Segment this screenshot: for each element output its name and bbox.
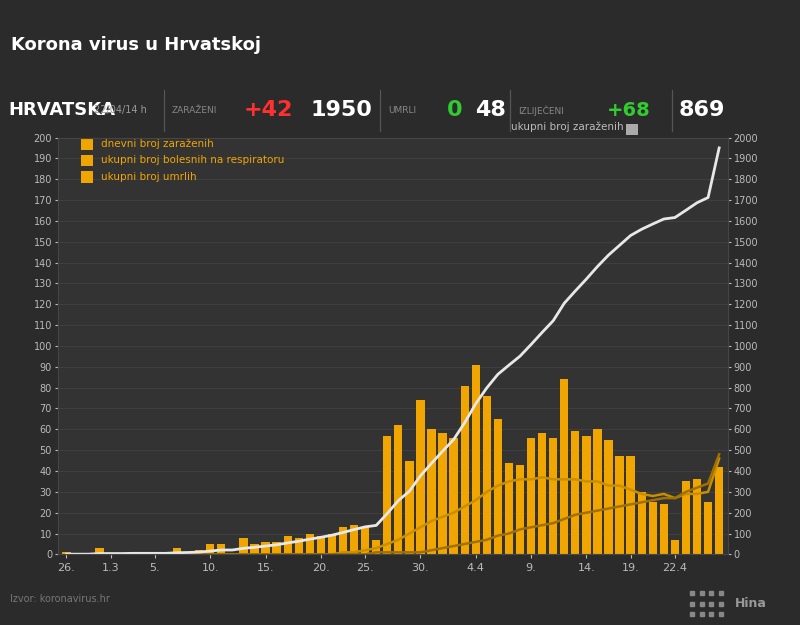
- Bar: [505, 462, 513, 554]
- Bar: [129, 552, 137, 554]
- Bar: [549, 438, 558, 554]
- Bar: [350, 525, 358, 554]
- Bar: [482, 396, 491, 554]
- Text: ukupni broj zaraženih: ukupni broj zaraženih: [511, 122, 624, 132]
- Bar: [294, 538, 303, 554]
- Bar: [372, 540, 380, 554]
- Bar: [527, 438, 535, 554]
- Bar: [262, 542, 270, 554]
- Text: 48: 48: [475, 100, 506, 120]
- Text: ukupni broj bolesnih na respiratoru: ukupni broj bolesnih na respiratoru: [101, 156, 285, 166]
- Bar: [62, 552, 70, 554]
- Bar: [81, 154, 93, 166]
- Bar: [339, 528, 347, 554]
- Bar: [450, 438, 458, 554]
- Bar: [306, 534, 314, 554]
- Bar: [383, 436, 391, 554]
- Bar: [638, 492, 646, 554]
- Text: 22/04/14 h: 22/04/14 h: [94, 105, 147, 115]
- Text: HRVATSKA: HRVATSKA: [9, 101, 116, 119]
- Bar: [715, 467, 723, 554]
- Bar: [217, 544, 226, 554]
- Text: 869: 869: [678, 100, 725, 120]
- Bar: [494, 419, 502, 554]
- Bar: [704, 503, 712, 554]
- Text: +68: +68: [606, 101, 650, 120]
- Bar: [461, 386, 469, 554]
- Text: 1950: 1950: [310, 100, 372, 120]
- Bar: [538, 434, 546, 554]
- Bar: [81, 171, 93, 183]
- Bar: [317, 536, 325, 554]
- Bar: [250, 544, 258, 554]
- Text: +42: +42: [244, 100, 294, 120]
- Bar: [273, 542, 281, 554]
- Bar: [615, 456, 624, 554]
- Bar: [184, 552, 192, 554]
- Text: ukupni broj umrlih: ukupni broj umrlih: [101, 172, 197, 182]
- Bar: [206, 544, 214, 554]
- Bar: [649, 503, 657, 554]
- Bar: [472, 365, 480, 554]
- Text: Korona virus u Hrvatskoj: Korona virus u Hrvatskoj: [11, 36, 261, 54]
- Bar: [394, 425, 402, 554]
- Bar: [81, 138, 93, 149]
- Bar: [328, 534, 336, 554]
- Bar: [660, 504, 668, 554]
- Bar: [604, 440, 613, 554]
- Bar: [239, 538, 248, 554]
- Bar: [195, 550, 203, 554]
- Bar: [571, 431, 579, 554]
- Bar: [594, 429, 602, 554]
- Text: UMRLI: UMRLI: [388, 106, 416, 115]
- Bar: [416, 400, 425, 554]
- Bar: [406, 461, 414, 554]
- Text: dnevni broj zaraženih: dnevni broj zaraženih: [101, 139, 214, 149]
- Bar: [95, 548, 104, 554]
- Bar: [283, 536, 292, 554]
- Bar: [582, 436, 590, 554]
- Bar: [693, 479, 701, 554]
- Text: Hina: Hina: [734, 598, 766, 610]
- Text: ZARAŽENI: ZARAŽENI: [172, 106, 218, 115]
- Bar: [682, 481, 690, 554]
- Text: Izvor: koronavirus.hr: Izvor: koronavirus.hr: [10, 594, 110, 604]
- Bar: [626, 456, 634, 554]
- Bar: [560, 379, 569, 554]
- Text: 0: 0: [446, 100, 462, 120]
- Bar: [361, 528, 370, 554]
- Bar: [438, 434, 446, 554]
- Bar: [173, 548, 182, 554]
- Bar: [626, 124, 638, 136]
- Bar: [670, 540, 679, 554]
- Text: IZLIJEČENI: IZLIJEČENI: [518, 105, 564, 116]
- Bar: [516, 465, 524, 554]
- Bar: [427, 429, 436, 554]
